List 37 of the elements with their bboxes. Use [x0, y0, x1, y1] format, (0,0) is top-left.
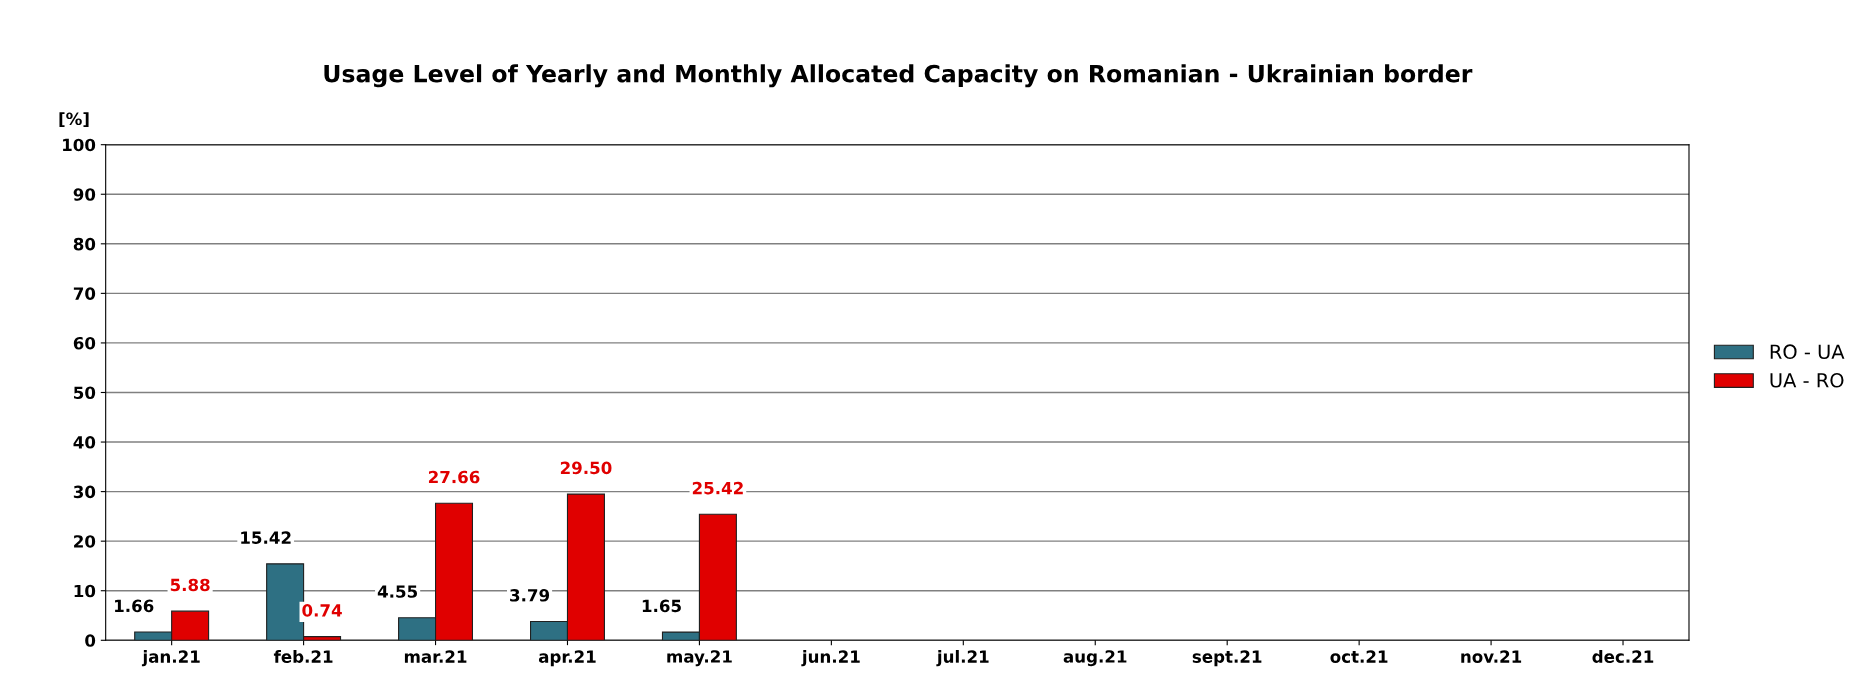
y-tick-label: 10: [74, 584, 96, 598]
x-tick-label: nov.21: [1461, 650, 1522, 663]
data-label: 29.50: [560, 461, 612, 475]
data-label: 25.42: [692, 481, 743, 495]
data-label: 15.42: [241, 531, 291, 544]
y-tick-label: 100: [63, 138, 96, 152]
y-tick-label: 0: [85, 634, 96, 647]
x-tick-label: oct.21: [1330, 650, 1388, 663]
data-label: 5.88: [170, 578, 210, 592]
x-tick-label: feb.21: [273, 650, 333, 663]
data-label: 1.65: [642, 599, 681, 613]
x-tick-label: dec.21: [1592, 650, 1654, 663]
data-label: 3.79: [510, 589, 550, 602]
y-tick-label: 30: [73, 485, 96, 499]
y-tick-label: 70: [73, 287, 96, 300]
x-tick-label: aug.21: [1063, 650, 1127, 667]
data-label: 27.66: [428, 470, 480, 484]
x-tick-label: apr.21: [538, 650, 596, 667]
x-tick-label: jun.21: [801, 650, 860, 667]
legend-label: UA - RO: [1770, 372, 1844, 388]
data-label: 4.55: [377, 585, 418, 598]
x-tick-label: mar.21: [404, 650, 467, 663]
y-tick-label: 90: [73, 188, 96, 201]
y-tick-label: 40: [73, 436, 96, 449]
y-axis-title: [%]: [59, 112, 89, 128]
x-tick-label: may.21: [667, 650, 732, 667]
y-tick-label: 60: [73, 336, 96, 350]
x-tick-label: jul.21: [936, 650, 989, 667]
data-label: 0.74: [302, 604, 342, 617]
x-tick-label: sept.21: [1192, 650, 1262, 667]
y-tick-label: 80: [73, 237, 96, 251]
data-label: 1.66: [115, 599, 154, 613]
chart-title: Usage Level of Yearly and Monthly Allocated Capacity on Romanian - Ukrainian border: [324, 64, 1473, 88]
x-tick-label: jan.21: [141, 650, 200, 667]
y-tick-label: 20: [74, 535, 96, 548]
y-tick-label: 50: [74, 386, 96, 400]
legend-label: RO - UA: [1770, 344, 1845, 360]
